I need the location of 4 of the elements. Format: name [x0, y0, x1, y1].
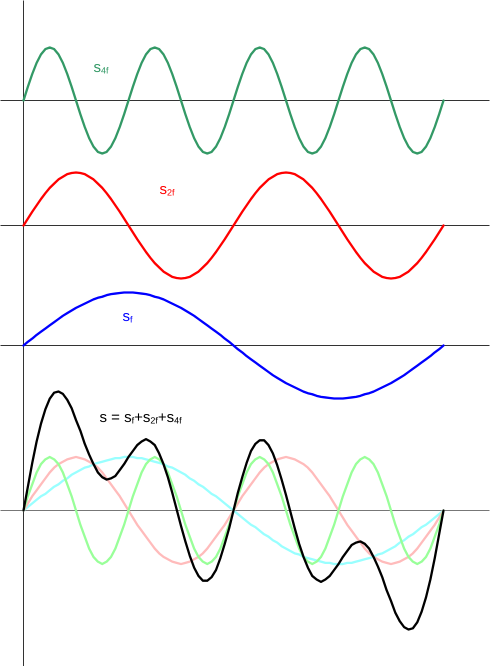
series-label: sf — [122, 308, 133, 325]
series-label: s = sf+s2f+s4f — [100, 409, 182, 426]
text: s2f — [160, 181, 176, 198]
series-label: s4f — [94, 59, 110, 76]
